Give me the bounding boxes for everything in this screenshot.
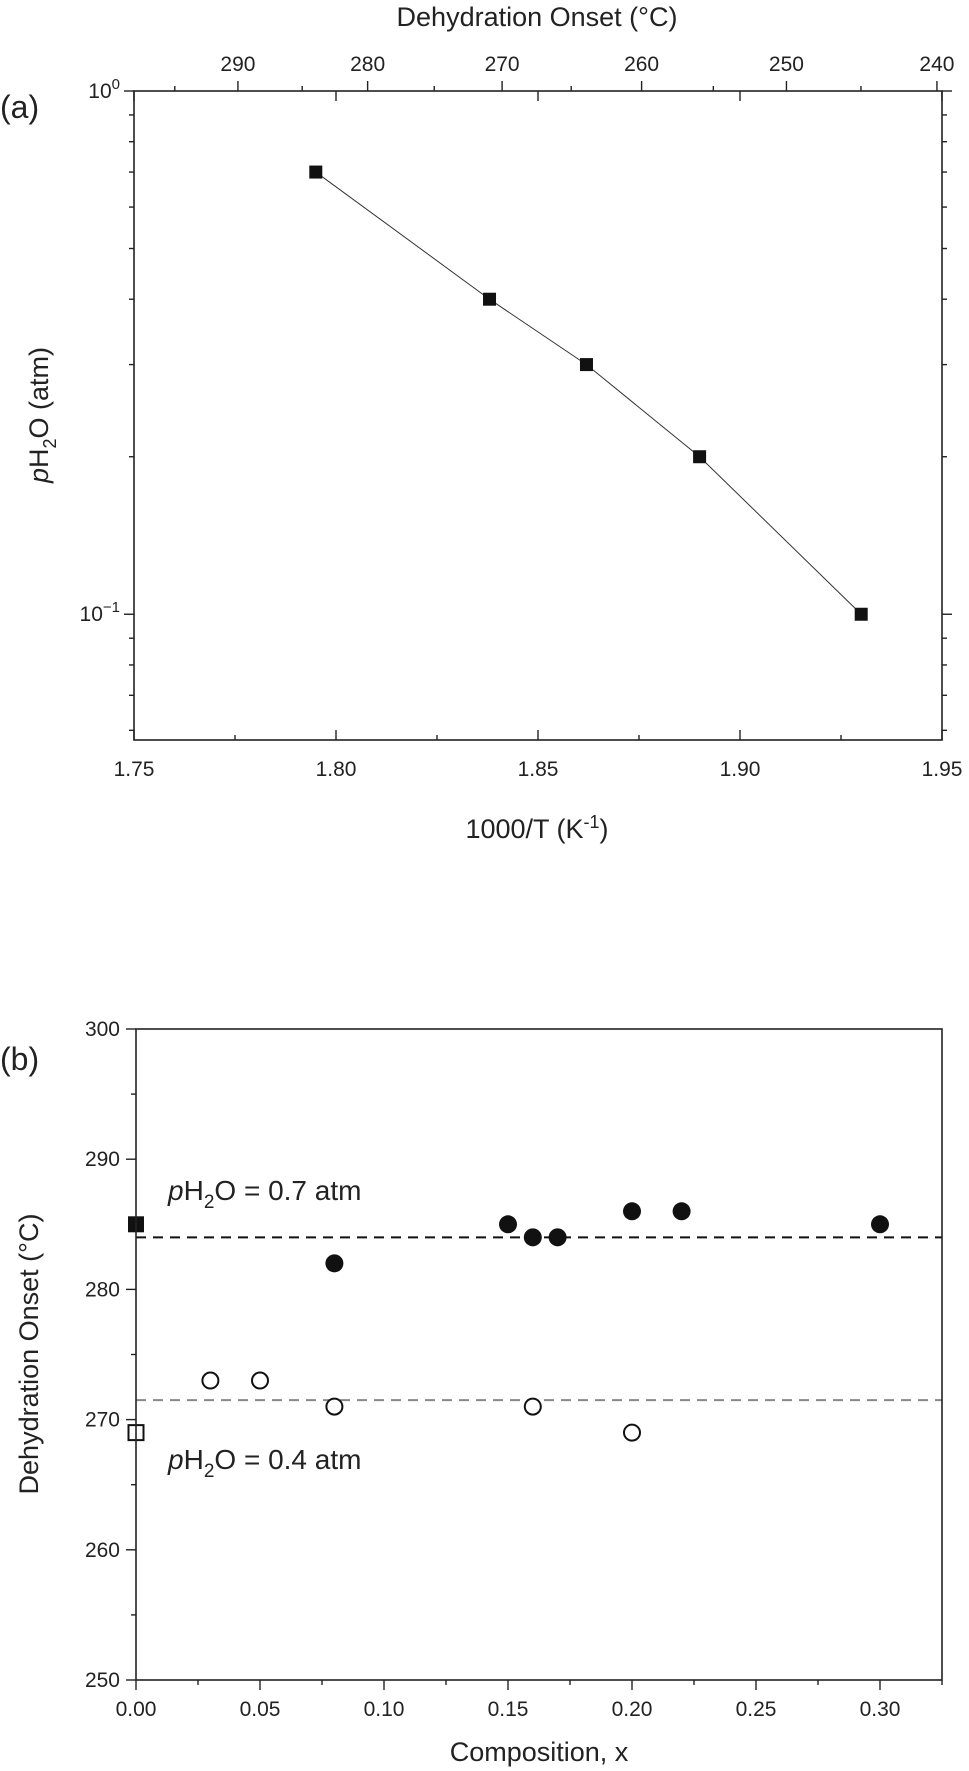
panel-b-data-point-open-circle [251,1371,269,1390]
panel-b-data-point-circle [523,1228,542,1247]
panel-a-x-tick-label: 1.95 [922,758,963,781]
panel-a-data-point [693,450,707,464]
panel-a-top-axis-title: Dehydration Onset (°C) [397,2,678,32]
annotation-0.7-italic: p [167,1175,184,1206]
panel-b-x-tick-label: 0.20 [612,1698,653,1721]
panel-a-x-tick-label: 1.75 [114,758,155,781]
panel-a-y-title-main: H [24,448,54,468]
panel-b-x-tick-label: 0.05 [240,1698,281,1721]
annotation-0.4-italic: p [167,1444,184,1475]
panel-b-y-tick-label: 280 [85,1278,120,1301]
panel-a-data-point [854,607,868,621]
panel-a-y-title-sub: 2 [40,438,60,448]
panel-a-data-point [483,292,497,306]
panel-b-y-tick-label: 270 [85,1409,120,1432]
panel-a-series-line [315,171,862,615]
panel-b-y-tick-label: 300 [85,1018,120,1041]
panel-b-data-point-circle [672,1202,691,1221]
panel-b-x-tick-label: 0.10 [364,1698,405,1721]
panel-a-top-tick-label: 260 [624,53,659,76]
annotation-0.4-atm: pH2O = 0.4 atm [167,1444,361,1482]
panel-a-frame [133,90,943,741]
panel-a-top-tick-label: 280 [350,53,385,76]
panel-b-x-axis-title: Composition, x [450,1737,629,1767]
panel-a-x-axis: 1.75 1.80 1.85 1.90 1.95 [114,91,963,781]
panel-b-frame [135,1028,943,1681]
panel-b-data-point-circle [623,1202,641,1221]
panel-a-top-tick-label: 240 [919,53,954,76]
panel-b: (b) 0.00 0.05 0.10 0.15 0.20 0.25 0.30 2502602… [0,1018,943,1767]
panel-b-x-tick-label: 0.30 [860,1698,901,1721]
panel-a-y-title-italic: p [24,468,54,484]
panel-b-y-tick-label: 260 [85,1539,120,1562]
panel-a-data-point [309,165,323,179]
panel-a-x-tick-label: 1.90 [720,758,761,781]
annotation-0.7-atm: pH2O = 0.7 atm [167,1175,361,1213]
panel-a-top-tick-label: 250 [769,53,804,76]
panel-a-x-tick-label: 1.85 [518,758,559,781]
panel-a-y-tick-label: 100 [88,76,120,103]
panel-a: (a) Dehydration Onset (°C) 290 280 270 260 2… [0,2,962,844]
panel-b-x-axis: 0.00 0.05 0.10 0.15 0.20 0.25 0.30 [116,1680,943,1721]
annotation-0.4-sub: 2 [204,1461,215,1482]
panel-b-data-point-open-circle [523,1397,542,1416]
annotation-0.4-tail: O = 0.4 atm [214,1444,361,1475]
panel-a-y-axis: 100 10−1 [80,76,952,732]
panel-a-y-title-tail: O (atm) [24,347,54,439]
annotation-0.4-main: H [184,1444,204,1475]
panel-a-data-point [579,358,593,372]
panel-b-x-tick-label: 0.15 [488,1698,529,1721]
panel-a-plot-area [309,165,868,621]
annotation-0.7-main: H [184,1175,204,1206]
panel-b-x-tick-label: 0.25 [736,1698,777,1721]
panel-b-data-point-circle [548,1228,567,1247]
panel-a-x-title-main: 1000/T (K [465,814,583,844]
panel-b-y-tick-label: 250 [85,1669,120,1692]
panel-b-y-axis: 250 260 270 280 290 300 [85,1018,136,1692]
panel-a-top-tick-label: 290 [220,53,255,76]
panel-a-x-tick-label: 1.80 [316,758,357,781]
panel-b-x-tick-label: 0.00 [116,1698,157,1721]
panel-a-y-axis-title: pH2O (atm) [24,347,60,484]
panel-a-top-tick-label: 270 [485,53,520,76]
panel-a-x-axis-title: 1000/T (K-1) [465,812,608,844]
panel-b-data-point-circle [325,1254,344,1273]
panel-a-y-tick-label: 10−1 [80,599,120,626]
panel-b-data-point-circle [499,1215,517,1234]
panel-b-data-point-open-circle [623,1423,641,1442]
panel-b-y-axis-title: Dehydration Onset (°C) [14,1214,44,1495]
panel-a-x-title-sup: -1 [584,812,600,832]
annotation-0.7-sub: 2 [204,1192,215,1213]
panel-b-data-point-circle [871,1215,889,1234]
panel-b-y-tick-label: 290 [85,1148,120,1171]
panel-b-data-point-open-circle [201,1371,220,1390]
panel-a-label: (a) [0,89,39,125]
panel-a-top-axis: 290 280 270 260 250 240 [174,53,954,91]
panel-b-data-point-open-circle [325,1397,344,1416]
panel-b-label: (b) [0,1041,39,1077]
annotation-0.7-tail: O = 0.7 atm [214,1175,361,1206]
panel-b-plot-area [127,1202,942,1442]
panel-a-x-title-tail: ) [600,814,609,844]
